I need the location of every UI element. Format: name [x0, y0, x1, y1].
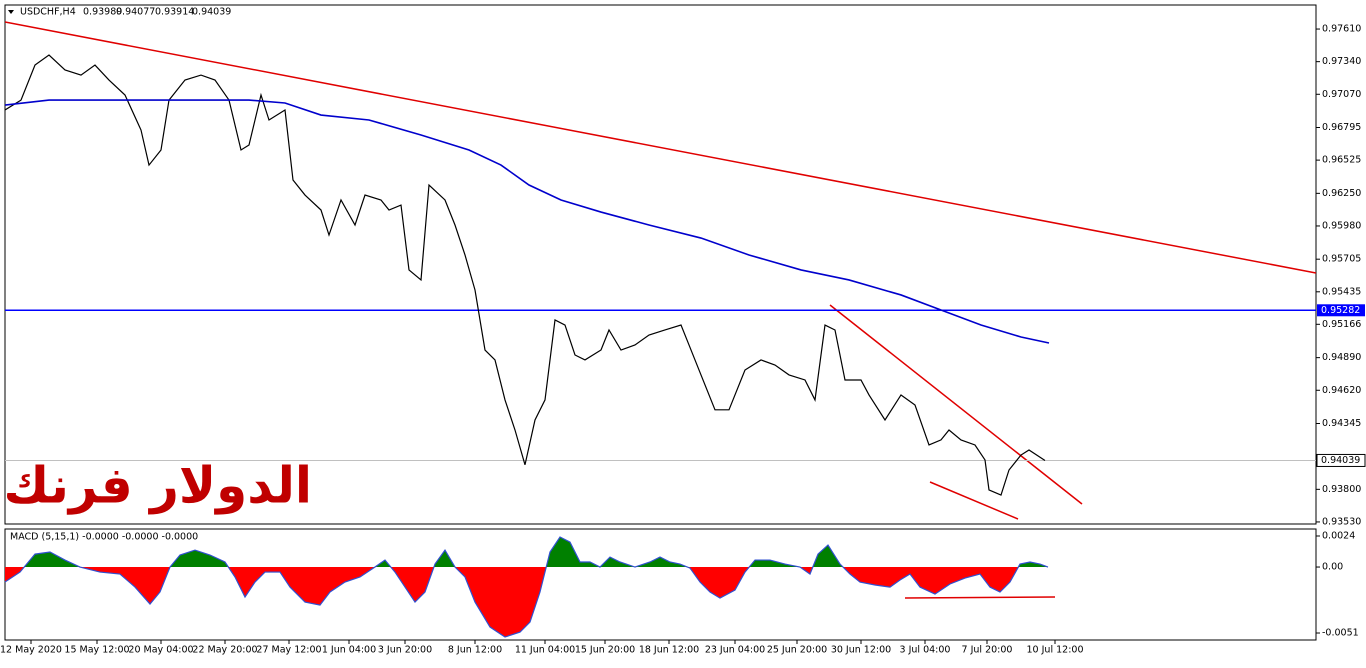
x-tick-label: 1 Jun 04:00: [322, 645, 376, 656]
x-tick-label: 15 Jun 20:00: [575, 645, 635, 656]
trend-line[interactable]: [5, 21, 1316, 274]
x-tick-label: 3 Jul 04:00: [900, 645, 951, 656]
y-tick-label: 0.96250: [1322, 188, 1361, 199]
x-tick-label: 25 Jun 20:00: [767, 645, 827, 656]
y-tick-label: 0.97340: [1322, 56, 1361, 67]
y-tick-label: 0.95435: [1322, 286, 1361, 297]
x-tick-label: 3 Jun 20:00: [378, 645, 432, 656]
level-label: 0.95282: [1321, 305, 1360, 316]
x-tick-label: 11 Jun 04:00: [515, 645, 575, 656]
x-tick-label: 10 Jul 12:00: [1027, 645, 1084, 656]
y-tick-label: 0.00: [1322, 562, 1343, 573]
y-tick-label: 0.94890: [1322, 352, 1361, 363]
macd-title: MACD (5,15,1) -0.0000 -0.0000 -0.0000: [10, 532, 198, 543]
x-tick-label: 8 Jun 12:00: [448, 645, 502, 656]
moving-average: [5, 99, 1050, 344]
price-line: [5, 54, 1046, 496]
x-tick-label: 15 May 12:00: [64, 645, 129, 656]
y-tick-label: 0.97610: [1322, 24, 1361, 35]
y-tick-label: 0.93530: [1322, 516, 1361, 527]
macd-negative-area: [5, 567, 1048, 638]
y-tick-label: 0.95166: [1322, 319, 1361, 330]
y-tick-label: 0.97070: [1322, 89, 1361, 100]
main-panel: [4, 4, 1317, 525]
macd-panel: [4, 528, 1317, 641]
x-tick-label: 22 May 20:00: [192, 645, 257, 656]
last-price-label: 0.94039: [1321, 455, 1360, 466]
y-tick-label: 0.95705: [1322, 254, 1361, 265]
last-price-box: [1316, 453, 1366, 467]
open: 0.93989: [83, 7, 122, 18]
watermark: الدولار فرنك: [4, 457, 312, 516]
close: 0.94039: [192, 7, 231, 18]
symbol: USDCHF,H4: [20, 7, 76, 18]
x-tick-label: 12 May 2020: [0, 645, 62, 656]
y-tick-label: 0.94620: [1322, 385, 1361, 396]
macd-support-line[interactable]: [904, 596, 1056, 599]
dropdown-arrow[interactable]: [8, 10, 14, 14]
high: 0.94077: [116, 7, 155, 18]
x-tick-label: 27 May 12:00: [256, 645, 321, 656]
x-tick-label: 7 Jul 20:00: [962, 645, 1013, 656]
main-plot: [5, 21, 1316, 520]
macd-line: [4, 536, 1049, 638]
y-tick-label: 0.94345: [1322, 418, 1361, 429]
channel-bottom[interactable]: [929, 481, 1019, 520]
x-tick-label: 30 Jun 12:00: [831, 645, 891, 656]
x-tick-label: 18 Jun 12:00: [639, 645, 699, 656]
low: 0.93914: [155, 7, 194, 18]
y-tick-label: 0.0024: [1322, 530, 1355, 541]
channel-top[interactable]: [829, 304, 1083, 505]
x-tick-label: 20 May 04:00: [128, 645, 193, 656]
y-tick-label: 0.96525: [1322, 155, 1361, 166]
x-tick-label: 23 Jun 04:00: [705, 645, 765, 656]
y-tick-label: 0.96795: [1322, 122, 1361, 133]
y-tick-label: 0.93800: [1322, 484, 1361, 495]
level-label-box: [1317, 304, 1365, 317]
macd-plot: [4, 536, 1049, 638]
y-tick-label: -0.0051: [1322, 628, 1359, 639]
y-tick-label: 0.95980: [1322, 220, 1361, 231]
